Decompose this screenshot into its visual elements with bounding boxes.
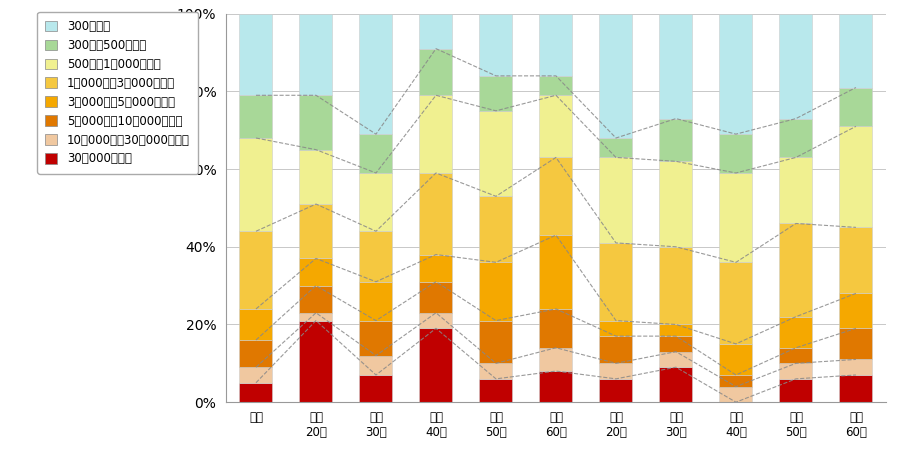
Bar (599, 336, 632, 363)
Bar (299, 204, 332, 258)
Bar (239, 383, 272, 402)
Bar (658, 161, 692, 247)
Bar (419, 49, 452, 96)
Bar (839, 328, 871, 359)
Bar (778, 348, 812, 363)
Bar (719, 14, 751, 134)
Bar (419, 282, 452, 313)
Bar (658, 336, 692, 352)
Bar (719, 173, 751, 262)
Bar (539, 235, 572, 309)
Bar (839, 127, 871, 227)
Legend: 300円未満, 300円～500円未満, 500円～1，000円未満, 1，000円～3，000円未満, 3，000円～5，000円未満, 5，000円～10，: 300円未満, 300円～500円未満, 500円～1，000円未満, 1，00… (37, 12, 198, 174)
Bar (839, 88, 871, 127)
Bar (719, 375, 751, 387)
Bar (479, 14, 512, 76)
Bar (539, 309, 572, 348)
Bar (479, 321, 512, 363)
Bar (539, 14, 572, 76)
Bar (299, 14, 332, 96)
Bar (839, 228, 871, 293)
Bar (658, 324, 692, 336)
Bar (299, 150, 332, 204)
Bar (299, 313, 332, 321)
Bar (719, 344, 751, 375)
Bar (299, 321, 332, 402)
Bar (359, 231, 392, 282)
Bar (599, 14, 632, 138)
Bar (479, 197, 512, 262)
Bar (359, 321, 392, 356)
Bar (539, 96, 572, 157)
Bar (599, 157, 632, 243)
Bar (839, 375, 871, 402)
Bar (658, 352, 692, 367)
Bar (299, 96, 332, 150)
Bar (359, 14, 392, 134)
Bar (479, 363, 512, 379)
Bar (479, 379, 512, 402)
Bar (539, 371, 572, 402)
Bar (719, 262, 751, 344)
Bar (599, 321, 632, 336)
Bar (239, 367, 272, 383)
Bar (539, 157, 572, 235)
Bar (239, 340, 272, 367)
Bar (359, 356, 392, 375)
Bar (599, 138, 632, 157)
Bar (778, 157, 812, 223)
Bar (839, 293, 871, 328)
Bar (299, 259, 332, 286)
Bar (719, 387, 751, 402)
Bar (658, 247, 692, 324)
Bar (599, 243, 632, 321)
Bar (239, 231, 272, 309)
Bar (658, 14, 692, 119)
Bar (239, 96, 272, 138)
Bar (539, 76, 572, 96)
Bar (599, 363, 632, 379)
Bar (419, 328, 452, 402)
Bar (359, 282, 392, 321)
Bar (239, 138, 272, 231)
Bar (778, 363, 812, 379)
Bar (658, 119, 692, 161)
Bar (359, 173, 392, 231)
Bar (599, 379, 632, 402)
Bar (479, 111, 512, 197)
Bar (778, 317, 812, 348)
Bar (778, 223, 812, 317)
Bar (778, 14, 812, 119)
Bar (239, 309, 272, 340)
Bar (419, 313, 452, 328)
Bar (539, 348, 572, 371)
Bar (419, 14, 452, 49)
Bar (239, 14, 272, 96)
Bar (778, 119, 812, 157)
Bar (658, 367, 692, 402)
Bar (839, 359, 871, 375)
Bar (419, 173, 452, 255)
Bar (359, 375, 392, 402)
Bar (479, 76, 512, 111)
Bar (479, 262, 512, 321)
Bar (299, 286, 332, 313)
Bar (778, 379, 812, 402)
Bar (419, 255, 452, 282)
Bar (839, 14, 871, 88)
Bar (419, 96, 452, 173)
Bar (719, 134, 751, 173)
Bar (359, 134, 392, 173)
